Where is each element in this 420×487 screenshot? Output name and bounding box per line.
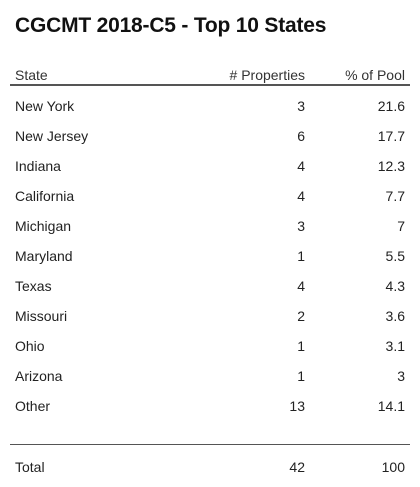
- pool-percent: 4.3: [385, 278, 405, 294]
- pool-percent: 21.6: [377, 98, 405, 114]
- state-name: Other: [15, 398, 51, 414]
- property-count: 4: [297, 278, 305, 294]
- table-row: Indiana 4 12.3: [15, 156, 405, 186]
- pool-percent: 7.7: [385, 188, 405, 204]
- pool-percent: 7: [397, 218, 405, 234]
- pool-percent: 17.7: [377, 128, 405, 144]
- table-row: Maryland 1 5.5: [15, 246, 405, 276]
- total-label: Total: [15, 459, 45, 475]
- table-row: California 4 7.7: [15, 186, 405, 216]
- table-row: Other 13 14.1: [15, 396, 405, 426]
- total-pool-percent: 100: [381, 459, 405, 475]
- table-header: State # Properties % of Pool: [15, 66, 405, 86]
- state-name: Missouri: [15, 308, 68, 324]
- table-row: Texas 4 4.3: [15, 276, 405, 306]
- property-count: 4: [297, 188, 305, 204]
- pool-percent: 5.5: [385, 248, 405, 264]
- table-row: New York 3 21.6: [15, 96, 405, 126]
- state-name: Maryland: [15, 248, 73, 264]
- pool-percent: 12.3: [377, 158, 405, 174]
- property-count: 4: [297, 158, 305, 174]
- table-row: New Jersey 6 17.7: [15, 126, 405, 156]
- state-name: Indiana: [15, 158, 61, 174]
- total-property-count: 42: [289, 459, 305, 475]
- table-row: Ohio 1 3.1: [15, 336, 405, 366]
- state-name: California: [15, 188, 75, 204]
- state-name: New Jersey: [15, 128, 89, 144]
- column-header-pool: % of Pool: [345, 67, 405, 83]
- header-divider: [10, 84, 410, 86]
- state-name: Arizona: [15, 368, 63, 384]
- column-header-state: State: [15, 67, 48, 83]
- table-row: Michigan 3 7: [15, 216, 405, 246]
- pool-percent: 3.6: [385, 308, 405, 324]
- pool-percent: 14.1: [377, 398, 405, 414]
- table-body: New York 3 21.6 New Jersey 6 17.7 Indian…: [15, 96, 405, 426]
- table-row: Missouri 2 3.6: [15, 306, 405, 336]
- property-count: 1: [297, 338, 305, 354]
- state-name: Michigan: [15, 218, 72, 234]
- pool-percent: 3: [397, 368, 405, 384]
- total-row: Total 42 100: [15, 457, 405, 477]
- total-divider: [10, 444, 410, 445]
- column-header-properties: # Properties: [229, 67, 305, 83]
- property-count: 6: [297, 128, 305, 144]
- property-count: 3: [297, 218, 305, 234]
- state-name: Ohio: [15, 338, 45, 354]
- table-row: Arizona 1 3: [15, 366, 405, 396]
- state-name: New York: [15, 98, 75, 114]
- property-count: 13: [289, 398, 305, 414]
- pool-percent: 3.1: [385, 338, 405, 354]
- page-title: CGCMT 2018-C5 - Top 10 States: [15, 14, 327, 37]
- state-name: Texas: [15, 278, 52, 294]
- property-count: 1: [297, 368, 305, 384]
- property-count: 1: [297, 248, 305, 264]
- property-count: 3: [297, 98, 305, 114]
- property-count: 2: [297, 308, 305, 324]
